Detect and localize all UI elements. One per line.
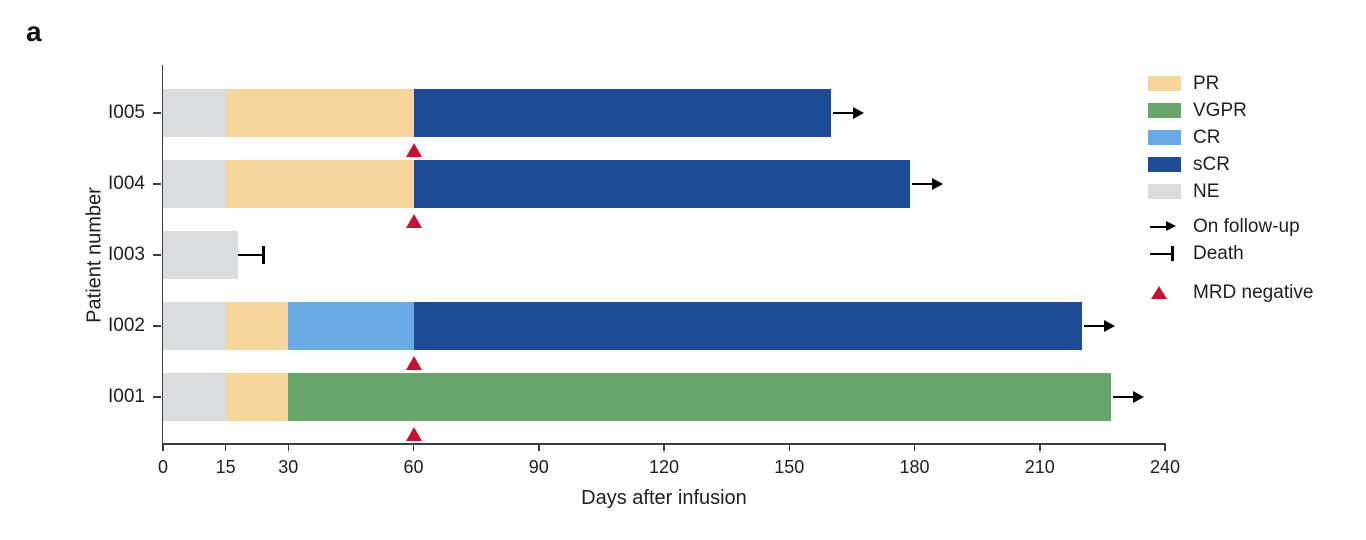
legend-swatch-CR bbox=[1148, 130, 1181, 145]
legend-swatch-NE bbox=[1148, 184, 1181, 199]
bar-segment-sCR bbox=[413, 160, 911, 208]
legend-item: MRD negative bbox=[1148, 282, 1313, 303]
bar-segment-NE bbox=[163, 373, 226, 421]
y-axis-tick bbox=[153, 254, 161, 256]
legend-label: MRD negative bbox=[1193, 281, 1314, 303]
y-tick-label: I002 bbox=[108, 315, 145, 336]
legend-label: PR bbox=[1193, 72, 1220, 94]
follow-up-arrow-line bbox=[1112, 396, 1134, 398]
mrd-negative-icon bbox=[405, 427, 422, 441]
x-axis-tick bbox=[913, 443, 916, 451]
bar-segment-PR bbox=[225, 160, 414, 208]
x-axis-tick bbox=[162, 443, 164, 451]
x-tick-label: 15 bbox=[215, 457, 236, 477]
death-marker-icon bbox=[1148, 246, 1181, 261]
bar-segment-NE bbox=[163, 302, 226, 350]
bar-segment-sCR bbox=[413, 89, 831, 137]
mrd-negative-icon bbox=[405, 214, 422, 228]
x-tick-label: 0 bbox=[157, 457, 169, 477]
legend-swatch-PR bbox=[1148, 76, 1181, 91]
follow-up-arrow-icon bbox=[1148, 219, 1181, 234]
death-marker-line bbox=[238, 254, 264, 256]
x-axis-tick bbox=[788, 443, 790, 451]
x-tick-label: 120 bbox=[648, 457, 680, 477]
legend-label: VGPR bbox=[1193, 99, 1247, 121]
legend-swatch-sCR bbox=[1148, 157, 1181, 172]
y-axis-spine bbox=[161, 65, 163, 445]
legend-item: sCR bbox=[1148, 154, 1313, 175]
follow-up-arrow-line bbox=[1083, 325, 1105, 327]
follow-up-arrow-icon bbox=[1132, 391, 1144, 403]
y-tick-label: I003 bbox=[108, 244, 145, 265]
bar-segment-NE bbox=[163, 231, 239, 279]
legend-item: NE bbox=[1148, 181, 1313, 202]
x-tick-label: 90 bbox=[528, 457, 549, 477]
x-axis-tick bbox=[1164, 443, 1166, 451]
x-axis-title: Days after infusion bbox=[581, 487, 747, 509]
panel-label: a bbox=[26, 16, 42, 47]
mrd-negative-icon bbox=[405, 356, 422, 370]
y-axis-tick bbox=[153, 112, 161, 114]
legend-item: Death bbox=[1148, 243, 1313, 264]
bar-segment-VGPR bbox=[288, 373, 1111, 421]
x-tick-label: 150 bbox=[774, 457, 805, 477]
x-tick-label: 180 bbox=[899, 457, 930, 477]
legend-item: PR bbox=[1148, 73, 1313, 94]
x-tick-label: 240 bbox=[1149, 457, 1181, 477]
legend-item: CR bbox=[1148, 127, 1313, 148]
legend-label: sCR bbox=[1193, 153, 1230, 175]
legend-label: Death bbox=[1193, 242, 1244, 264]
legend-item: VGPR bbox=[1148, 100, 1313, 121]
bar-segment-PR bbox=[225, 89, 414, 137]
follow-up-arrow-line bbox=[833, 112, 854, 114]
legend-label: NE bbox=[1193, 180, 1220, 202]
y-axis-tick bbox=[153, 183, 161, 185]
x-axis-tick bbox=[1039, 443, 1041, 451]
x-tick-label: 210 bbox=[1024, 457, 1055, 477]
follow-up-arrow-line bbox=[912, 183, 934, 185]
x-axis-tick bbox=[538, 443, 540, 451]
mrd-negative-icon bbox=[405, 143, 422, 157]
y-axis-tick bbox=[153, 396, 161, 398]
x-axis-tick bbox=[224, 443, 227, 451]
bar-segment-PR bbox=[225, 302, 289, 350]
x-axis-tick bbox=[412, 443, 415, 451]
follow-up-arrow-icon bbox=[932, 178, 944, 190]
bar-segment-CR bbox=[288, 302, 414, 350]
y-tick-label: I004 bbox=[108, 173, 145, 194]
bar-segment-NE bbox=[163, 89, 226, 137]
y-tick-label: I001 bbox=[108, 386, 145, 407]
bar-segment-sCR bbox=[413, 302, 1082, 350]
follow-up-arrow-icon bbox=[1103, 320, 1115, 332]
follow-up-arrow-icon bbox=[853, 107, 864, 119]
y-tick-label: I005 bbox=[108, 102, 145, 123]
legend-swatch-VGPR bbox=[1148, 103, 1181, 118]
x-axis-tick bbox=[663, 443, 665, 451]
bar-segment-NE bbox=[163, 160, 226, 208]
legend: PR VGPR CR sCR NE On follow-up Death MRD negati… bbox=[1148, 73, 1313, 312]
mrd-negative-icon bbox=[1148, 285, 1181, 300]
x-tick-label: 60 bbox=[403, 457, 424, 477]
x-axis-tick bbox=[287, 443, 289, 451]
y-axis-tick bbox=[153, 325, 161, 327]
bar-segment-PR bbox=[225, 373, 289, 421]
x-tick-label: 30 bbox=[278, 457, 299, 477]
legend-label: On follow-up bbox=[1193, 215, 1300, 237]
legend-label: CR bbox=[1193, 126, 1221, 148]
legend-item: On follow-up bbox=[1148, 216, 1313, 237]
death-marker-icon bbox=[262, 246, 265, 264]
